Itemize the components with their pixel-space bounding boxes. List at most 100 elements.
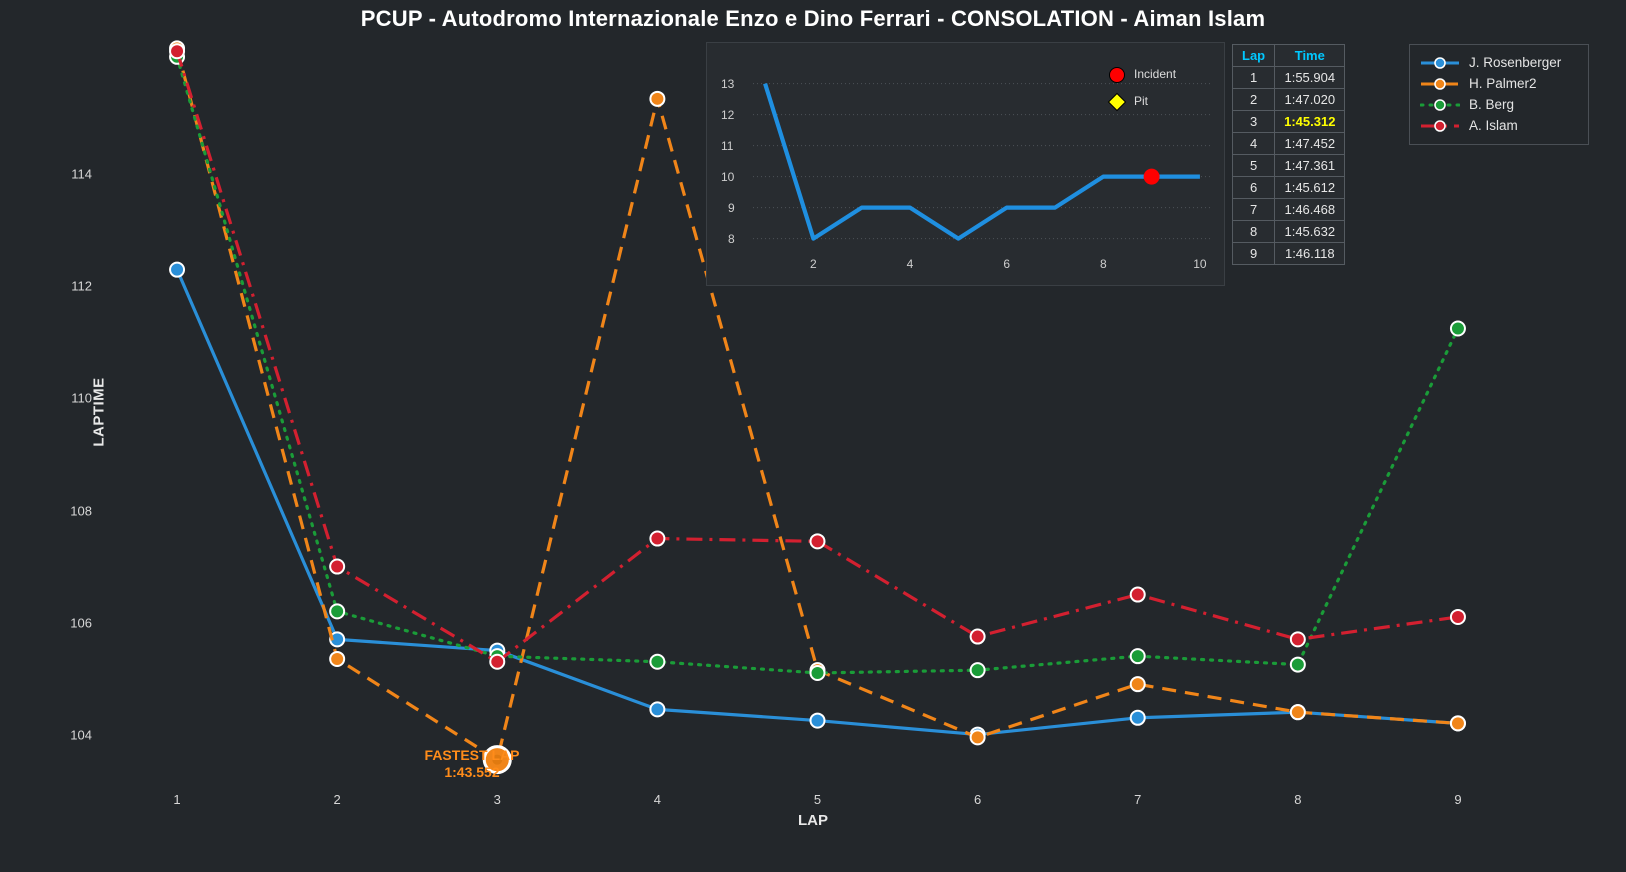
x-axis-tick: 7 (1134, 792, 1142, 807)
legend-line-swatch (1420, 77, 1460, 91)
legend-line-swatch (1420, 119, 1460, 133)
fastest-lap-annotation: FASTEST LAP 1:43.552 (425, 747, 520, 781)
data-point-marker (809, 664, 826, 681)
data-point-marker (1289, 704, 1306, 721)
inset-y-tick: 11 (721, 138, 734, 153)
inset-x-tick: 2 (810, 257, 817, 271)
x-axis-tick: 3 (493, 792, 501, 807)
inset-y-tick: 13 (721, 76, 735, 91)
lap-table-body: 1 1:55.904 2 1:47.020 3 1:45.312 4 1:47.452 5 1:4… (1231, 66, 1346, 265)
lap-number-cell: 8 (1231, 220, 1276, 243)
inset-series-lines (753, 67, 1212, 241)
legend-line-swatch (1420, 98, 1460, 112)
lap-time-table: Lap Time 1 1:55.904 2 1:47.020 3 1:45.312 4 1:4… (1231, 44, 1346, 265)
lap-time-cell: 1:45.632 (1274, 220, 1346, 243)
data-point-marker (1449, 320, 1466, 337)
data-point-marker (1129, 676, 1146, 693)
data-point-marker (329, 558, 346, 575)
table-row: 4 1:47.452 (1231, 132, 1346, 155)
x-axis-tick: 4 (653, 792, 661, 807)
lap-time-cell: 1:46.468 (1274, 198, 1346, 221)
lap-time-cell: 1:46.118 (1274, 242, 1346, 265)
lap-time-cell: 1:47.020 (1274, 88, 1346, 111)
y-axis-tick: 114 (71, 166, 92, 182)
lap-table-head: Lap Time (1231, 44, 1346, 67)
y-axis-tick: 104 (70, 727, 92, 743)
lap-number-cell: 4 (1231, 132, 1276, 155)
x-axis-tick: 6 (973, 792, 982, 807)
inset-x-tick: 10 (1193, 257, 1207, 271)
y-axis-tick: 106 (70, 615, 92, 631)
data-point-marker (1129, 648, 1146, 665)
series-line-a-islam (175, 50, 1459, 664)
x-axis-label: LAP (798, 812, 828, 829)
table-row: 2 1:47.020 (1231, 88, 1346, 111)
inset-x-tick: 6 (1003, 257, 1010, 271)
inset-legend-label: Incident (1134, 67, 1177, 81)
inset-y-tick: 9 (728, 200, 735, 215)
legend-item-label: H. Palmer2 (1469, 76, 1537, 91)
inset-y-tick: 10 (721, 169, 735, 184)
data-point-marker (969, 662, 986, 679)
driver-legend: J. Rosenberger H. Palmer2 B. Berg A. Islam (1409, 44, 1589, 145)
data-point-marker (169, 261, 186, 278)
legend-item-a-islam[interactable]: A. Islam (1420, 115, 1578, 136)
data-point-marker (169, 43, 186, 60)
fastest-lap-label: FASTEST LAP (424, 747, 520, 763)
lap-time-cell: 1:47.452 (1274, 132, 1346, 155)
fastest-lap-marker-core (492, 754, 503, 765)
legend-item-label: B. Berg (1469, 97, 1515, 112)
table-row: 5 1:47.361 (1231, 154, 1346, 177)
legend-item-label: J. Rosenberger (1469, 55, 1562, 70)
y-axis-tick: 112 (71, 278, 92, 294)
table-row: 9 1:46.118 (1231, 242, 1346, 265)
table-row: 1 1:55.904 (1231, 66, 1346, 89)
y-axis-tick: 110 (71, 390, 92, 406)
data-point-marker (1449, 608, 1466, 625)
legend-item-h-palmer2[interactable]: H. Palmer2 (1420, 73, 1578, 94)
data-point-marker (649, 653, 666, 670)
lap-number-cell: 1 (1231, 66, 1276, 89)
lap-time-cell: 1:45.612 (1274, 176, 1346, 199)
lap-number-cell: 5 (1231, 154, 1276, 177)
page-title: PCUP - Autodromo Internazionale Enzo e D… (360, 6, 1266, 31)
data-point-marker (329, 603, 346, 620)
table-row: 6 1:45.612 (1231, 176, 1346, 199)
legend-line-swatch (1420, 56, 1460, 70)
inset-x-tick: 8 (1099, 257, 1107, 271)
x-axis-tick: 1 (173, 792, 181, 807)
time-column-header: Time (1274, 44, 1346, 67)
data-point-marker (1129, 586, 1146, 603)
lap-column-header: Lap (1231, 44, 1276, 67)
y-axis-tick: 108 (70, 503, 92, 519)
legend-item-label: A. Islam (1469, 118, 1518, 133)
x-axis-tick: 5 (813, 792, 822, 807)
legend-item-j-rosenberger[interactable]: J. Rosenberger (1420, 52, 1578, 73)
data-point-marker (969, 628, 986, 645)
table-row: 8 1:45.632 (1231, 220, 1346, 243)
data-point-marker (649, 530, 666, 547)
incident-marker (1143, 168, 1160, 185)
inset-y-tick: 8 (728, 231, 735, 246)
data-point-marker (1289, 631, 1306, 648)
data-point-marker (1289, 656, 1306, 673)
data-point-marker (329, 631, 346, 648)
x-axis-tick: 8 (1294, 792, 1302, 807)
data-point-marker (329, 650, 346, 667)
table-row: 7 1:46.468 (1231, 198, 1346, 221)
data-point-marker (649, 701, 666, 718)
x-axis-tick: 9 (1454, 792, 1462, 807)
inset-legend-label: Pit (1134, 94, 1149, 108)
legend-item-b-berg[interactable]: B. Berg (1420, 94, 1578, 115)
incident-legend-icon (1109, 67, 1125, 83)
table-row: 3 1:45.312 (1231, 110, 1346, 133)
lap-number-cell: 2 (1231, 88, 1276, 111)
x-axis-tick: 2 (333, 792, 341, 807)
lap-number-cell: 7 (1231, 198, 1276, 221)
lap-number-cell: 6 (1231, 176, 1276, 199)
lap-time-cell: 1:47.361 (1274, 154, 1346, 177)
position-inset-chart: 8 9 10 11 12 13 2 4 6 8 10 Incident Pit (706, 42, 1225, 286)
data-point-marker (809, 533, 826, 550)
pit-legend-icon (1107, 92, 1127, 112)
